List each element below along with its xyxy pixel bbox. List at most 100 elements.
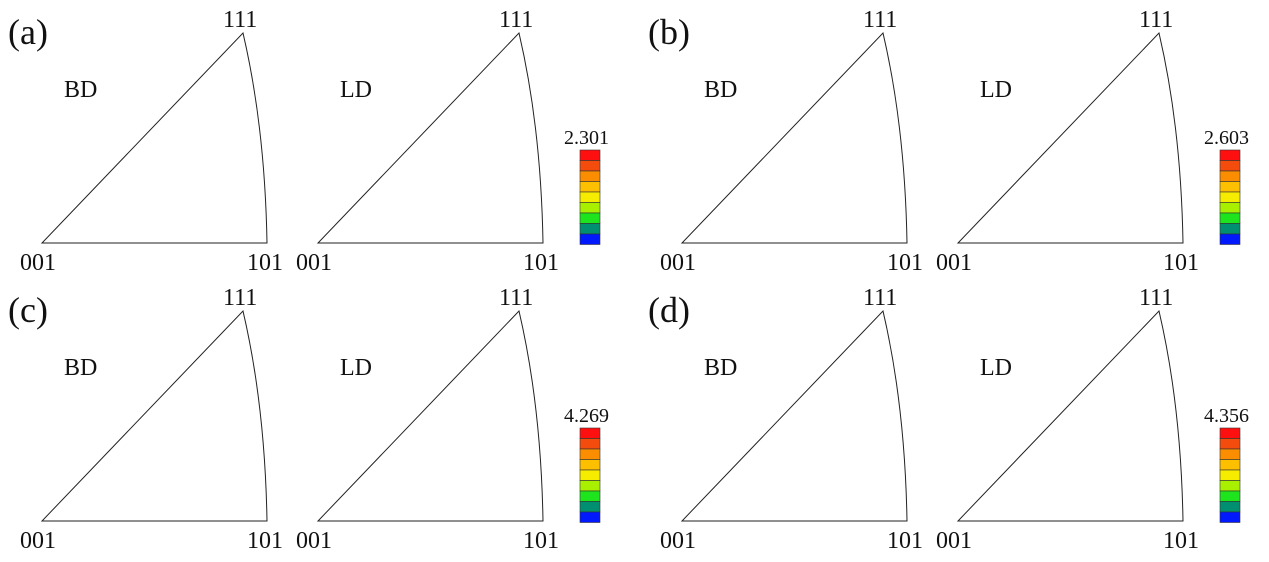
- scale-swatch: [1219, 448, 1241, 460]
- contour-band: [318, 441, 543, 521]
- scale-swatch: [1219, 427, 1241, 439]
- scale-swatch: [579, 233, 601, 245]
- contour-band: [42, 431, 167, 521]
- direction-label: BD: [704, 77, 737, 103]
- contour-band: [1043, 33, 1183, 183]
- triangle-outline: [956, 309, 1184, 522]
- contour-band: [958, 476, 1013, 521]
- contour-band: [318, 456, 508, 521]
- contour-band: [42, 461, 130, 521]
- contour-band: [137, 33, 267, 243]
- triangle-outline: [316, 31, 544, 244]
- scale-swatch: [1219, 490, 1241, 502]
- triangle-outline: [956, 31, 1184, 244]
- ipf-triangle-bd: 001 101 111 BD: [660, 285, 923, 554]
- scale-swatch: [579, 490, 601, 502]
- contour-band: [867, 33, 907, 93]
- contour-band: [958, 441, 1048, 521]
- scale-swatch: [1219, 160, 1241, 172]
- direction-label: LD: [980, 355, 1012, 381]
- contour-band: [887, 183, 907, 243]
- pole-001: 001: [20, 250, 56, 276]
- contour-band: [958, 396, 1086, 521]
- color-scale: 4.269: [564, 405, 609, 523]
- pole-111: 111: [863, 285, 897, 311]
- pole-001: 001: [660, 250, 696, 276]
- scale-swatch: [579, 469, 601, 481]
- contour-band: [217, 33, 267, 103]
- direction-label: BD: [704, 355, 737, 381]
- triangle-outline: [316, 309, 544, 522]
- contour-band: [874, 153, 907, 243]
- pole-001: 001: [296, 250, 332, 276]
- scale-swatch: [1219, 223, 1241, 235]
- ipf-triangle-ld: 001 101 111 LD: [936, 285, 1199, 554]
- scale-swatch: [1219, 191, 1241, 203]
- contour-band: [489, 131, 543, 244]
- contour-band: [842, 33, 907, 243]
- contour-band: [857, 33, 907, 243]
- scale-max-label: 4.356: [1204, 405, 1249, 427]
- panel-c: (c) 001 101 111 BD 001 101 111 LD 4.269: [8, 285, 609, 554]
- scale-swatch: [579, 459, 601, 471]
- contour-band: [227, 33, 267, 85]
- pole-001: 001: [936, 250, 972, 276]
- pole-101: 101: [247, 250, 283, 276]
- contour-band: [167, 33, 267, 243]
- panel-label: (a): [8, 12, 48, 52]
- contour-band: [518, 213, 543, 243]
- pole-101: 101: [887, 250, 923, 276]
- scale-swatch: [579, 480, 601, 492]
- triangle-outline: [680, 309, 908, 522]
- scale-max-label: 2.301: [564, 127, 609, 149]
- pole-111: 111: [499, 7, 533, 33]
- contour-band: [682, 511, 700, 521]
- ipf-triangle-ld: 001 101 111 LD: [296, 7, 559, 276]
- color-scale: 2.301: [564, 127, 609, 245]
- panel-label: (c): [8, 290, 48, 330]
- contour-band: [42, 311, 267, 521]
- triangle-outline: [40, 31, 268, 244]
- contour-band: [682, 466, 907, 521]
- pole-001: 001: [296, 528, 332, 554]
- contour-band: [958, 421, 1066, 521]
- direction-label: LD: [340, 355, 372, 381]
- contour-band: [42, 451, 142, 521]
- direction-label: LD: [980, 77, 1012, 103]
- scale-swatch: [1219, 212, 1241, 224]
- direction-label: LD: [340, 77, 372, 103]
- scale-swatch: [579, 511, 601, 523]
- ipf-triangle-ld: 001 101 111 LD: [296, 285, 559, 554]
- scale-swatch: [1219, 469, 1241, 481]
- pole-101: 101: [1163, 250, 1199, 276]
- contour-band: [958, 411, 1076, 521]
- color-scale: 4.356: [1204, 405, 1249, 523]
- scale-swatch: [579, 149, 601, 161]
- contour-band: [682, 431, 907, 521]
- contour-band: [958, 461, 1028, 521]
- scale-swatch: [579, 501, 601, 513]
- pole-111: 111: [499, 285, 533, 311]
- pole-111: 111: [1139, 7, 1173, 33]
- contour-band: [42, 421, 180, 521]
- contour-band: [42, 441, 152, 521]
- contour-band: [1058, 33, 1183, 168]
- contour-band: [812, 33, 907, 243]
- contour-band: [318, 466, 468, 521]
- contour-band: [513, 33, 538, 78]
- contour-band: [682, 499, 720, 521]
- pole-101: 101: [523, 528, 559, 554]
- ipf-triangle-bd: 001 101 111 BD: [20, 7, 283, 276]
- contour-band: [958, 489, 998, 521]
- direction-label: BD: [64, 355, 97, 381]
- pole-001: 001: [20, 528, 56, 554]
- contour-band: [413, 33, 543, 243]
- scale-swatch: [1219, 233, 1241, 245]
- contour-band: [42, 476, 102, 521]
- ipf-triangle-ld: 001 101 111 LD: [936, 7, 1199, 276]
- contour-band: [958, 33, 1183, 243]
- scale-max-label: 4.269: [564, 405, 609, 427]
- scale-swatch: [579, 202, 601, 214]
- scale-swatch: [579, 191, 601, 203]
